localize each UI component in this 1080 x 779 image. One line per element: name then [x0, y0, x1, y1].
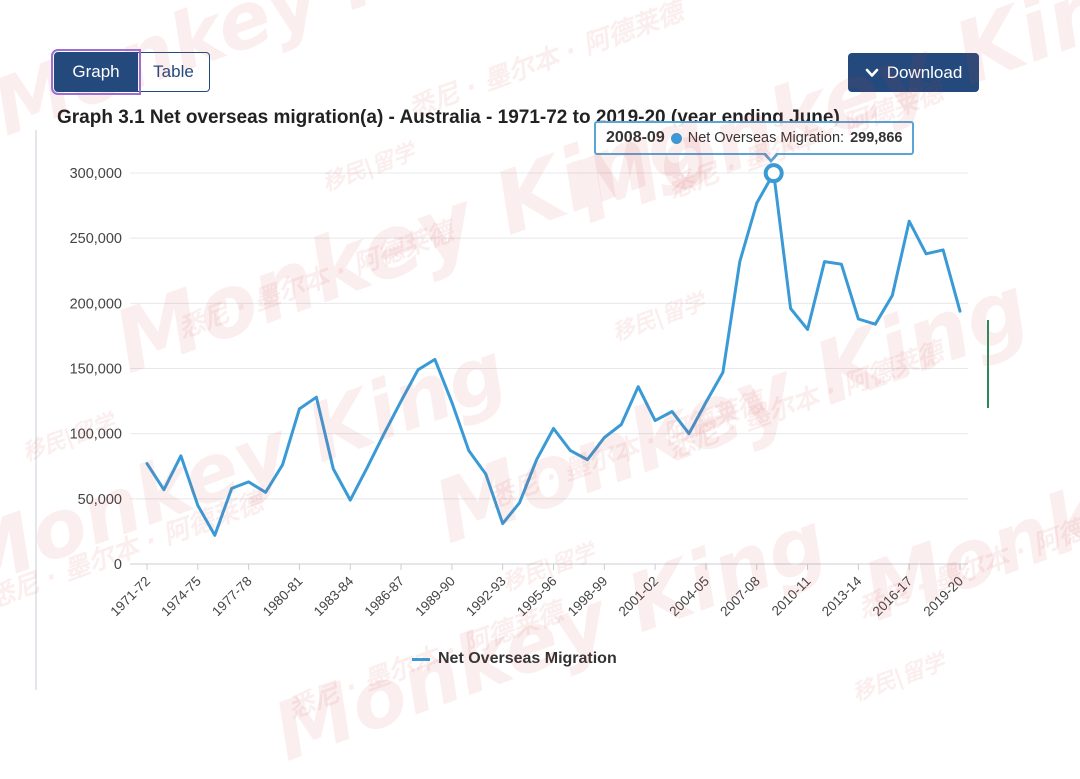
- data-point-1994-95[interactable]: [531, 454, 543, 466]
- y-axis-labels: 0 50,000 100,000 150,000 200,000 250,000 300,0…: [70, 166, 122, 573]
- x-tick-label: 1995-96: [514, 574, 560, 620]
- x-axis-labels: 1971-72 1974-75 1977-78 1980-81 1983-84 1986-…: [107, 564, 966, 619]
- y-tick-label: 250,000: [70, 231, 122, 247]
- chart-container-border: [35, 130, 37, 690]
- data-point-2012-13[interactable]: [835, 258, 847, 270]
- x-tick-label: 1998-99: [565, 574, 611, 620]
- data-point-1996-97[interactable]: [564, 445, 576, 457]
- highlighted-point-group: [763, 163, 784, 184]
- x-tick-label: 1986-87: [362, 574, 408, 620]
- y-tick-label: 200,000: [70, 296, 122, 312]
- data-point-1971-72[interactable]: [141, 458, 153, 470]
- data-point-1972-73[interactable]: [158, 484, 170, 496]
- data-point-1977-78[interactable]: [243, 476, 255, 488]
- data-point-1976-77[interactable]: [226, 482, 238, 494]
- data-point-2011-12[interactable]: [819, 256, 831, 268]
- tooltip-category: 2008-09: [606, 129, 665, 146]
- data-point-1991-92[interactable]: [480, 468, 492, 480]
- data-point-1981-82[interactable]: [310, 391, 322, 403]
- data-point-2018-19[interactable]: [937, 244, 949, 256]
- gridlines: [130, 172, 968, 565]
- x-tick-label: 2019-20: [920, 574, 966, 620]
- x-tick-label: 1971-72: [107, 574, 153, 620]
- x-tick-label: 2004-05: [666, 574, 712, 620]
- y-tick-label: 50,000: [78, 492, 122, 508]
- view-toggle: Graph Table: [51, 49, 210, 95]
- data-point-2009-10[interactable]: [785, 303, 797, 315]
- tooltip-series-name: Net Overseas Migration:: [687, 130, 845, 146]
- data-point-2006-07[interactable]: [734, 256, 746, 268]
- data-point-1987-88[interactable]: [412, 364, 424, 376]
- data-point-1984-85[interactable]: [361, 462, 373, 474]
- y-tick-label: 150,000: [70, 362, 122, 378]
- data-point-2004-05[interactable]: [700, 396, 712, 408]
- x-tick-label: 1974-75: [158, 574, 204, 620]
- y-tick-label: 100,000: [70, 427, 122, 443]
- chart-legend[interactable]: Net Overseas Migration: [412, 650, 617, 668]
- chevron-down-icon: [865, 68, 878, 77]
- data-tooltip: 2008-09 Net Overseas Migration: 299,866: [594, 121, 915, 155]
- side-accent-bar: [987, 320, 989, 408]
- data-point-2007-08[interactable]: [751, 197, 763, 209]
- data-point-1986-87[interactable]: [395, 395, 407, 407]
- data-point-2003-04[interactable]: [683, 428, 695, 440]
- line-chart: 0 50,000 100,000 150,000 200,000 250,000 300,0…: [70, 163, 968, 619]
- tooltip-pointer-inner: [765, 152, 777, 159]
- data-point-2013-14[interactable]: [852, 313, 864, 325]
- data-point-1993-94[interactable]: [514, 497, 526, 509]
- legend-line-swatch-icon: [412, 657, 430, 661]
- data-point-2005-06[interactable]: [717, 366, 729, 378]
- y-tick-label: 0: [114, 557, 122, 573]
- data-point-2010-11[interactable]: [802, 323, 814, 335]
- data-point-2017-18[interactable]: [920, 248, 932, 260]
- x-tick-label: 2013-14: [819, 573, 865, 619]
- data-point-1989-90[interactable]: [446, 396, 458, 408]
- data-point-1988-89[interactable]: [429, 353, 441, 365]
- data-point-1973-74[interactable]: [175, 450, 187, 462]
- data-point-1982-83[interactable]: [327, 463, 339, 475]
- download-button[interactable]: Download: [848, 53, 979, 92]
- series-net-overseas-migration: [141, 171, 966, 541]
- x-tick-label: 2007-08: [717, 574, 763, 620]
- data-point-2016-17[interactable]: [903, 215, 915, 227]
- highlighted-data-point[interactable]: [763, 163, 784, 184]
- data-point-1985-86[interactable]: [378, 428, 390, 440]
- data-point-1997-98[interactable]: [581, 454, 593, 466]
- x-tick-label: 2016-17: [870, 574, 916, 620]
- x-tick-label: 1980-81: [260, 574, 306, 620]
- data-point-1974-75[interactable]: [192, 499, 204, 511]
- data-point-1998-99[interactable]: [598, 432, 610, 444]
- data-point-1999-00[interactable]: [615, 419, 627, 431]
- x-tick-label: 2001-02: [616, 574, 662, 620]
- tooltip-series-dot-icon: [670, 132, 682, 144]
- data-point-1983-84[interactable]: [344, 494, 356, 506]
- data-point-1978-79[interactable]: [260, 486, 272, 498]
- graph-view-button[interactable]: Graph: [51, 49, 141, 95]
- legend-label: Net Overseas Migration: [438, 650, 617, 667]
- tooltip-value: 299,866: [850, 130, 903, 146]
- data-point-2000-01[interactable]: [632, 381, 644, 393]
- x-tick-label: 1983-84: [311, 573, 357, 619]
- x-tick-label: 2010-11: [769, 574, 814, 619]
- data-point-1979-80[interactable]: [277, 459, 289, 471]
- series-line: [145, 171, 962, 537]
- data-point-2002-03[interactable]: [666, 406, 678, 418]
- data-point-1995-96[interactable]: [548, 422, 560, 434]
- data-point-2015-16[interactable]: [886, 290, 898, 302]
- data-point-2019-20[interactable]: [954, 305, 966, 317]
- data-point-1975-76[interactable]: [209, 529, 221, 541]
- data-point-2014-15[interactable]: [869, 318, 881, 330]
- data-point-1992-93[interactable]: [497, 518, 509, 530]
- x-tick-label: 1992-93: [463, 574, 509, 620]
- y-tick-label: 300,000: [70, 166, 122, 182]
- download-button-label: Download: [886, 62, 963, 82]
- x-tick-label: 1977-78: [209, 574, 255, 620]
- data-point-1980-81[interactable]: [293, 403, 305, 415]
- data-point-2001-02[interactable]: [649, 415, 661, 427]
- data-point-1990-91[interactable]: [463, 445, 475, 457]
- table-view-button[interactable]: Table: [138, 52, 210, 92]
- x-tick-label: 1989-90: [412, 574, 458, 620]
